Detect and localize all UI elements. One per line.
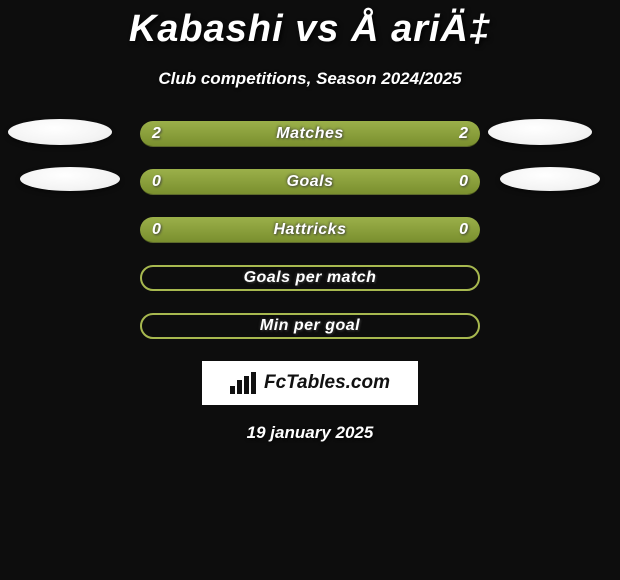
stat-label: Matches xyxy=(276,125,344,143)
stat-bar: Min per goal xyxy=(140,313,480,339)
stat-row: Goals per match xyxy=(0,265,620,291)
stat-bar: 2 Matches 2 xyxy=(140,121,480,147)
stat-label: Min per goal xyxy=(260,317,360,335)
stat-value-right: 0 xyxy=(459,221,468,239)
logo: FcTables.com xyxy=(230,372,390,394)
bars-icon xyxy=(230,372,258,394)
stat-value-left: 2 xyxy=(152,125,161,143)
subtitle: Club competitions, Season 2024/2025 xyxy=(0,69,620,89)
stat-bar: 0 Hattricks 0 xyxy=(140,217,480,243)
stat-value-left: 0 xyxy=(152,173,161,191)
stat-label: Hattricks xyxy=(274,221,347,239)
stat-rows: 2 Matches 2 0 Goals 0 0 Hattricks 0 Goals per mat… xyxy=(0,121,620,339)
player-ellipse xyxy=(20,167,120,191)
logo-box: FcTables.com xyxy=(202,361,418,405)
page-title: Kabashi vs Å ariÄ‡ xyxy=(0,0,620,51)
logo-text: FcTables.com xyxy=(264,372,390,394)
stat-label: Goals per match xyxy=(244,269,377,287)
stat-bar: Goals per match xyxy=(140,265,480,291)
stat-row: Min per goal xyxy=(0,313,620,339)
player-ellipse xyxy=(488,119,592,145)
stat-bar: 0 Goals 0 xyxy=(140,169,480,195)
stat-value-left: 0 xyxy=(152,221,161,239)
player-ellipse xyxy=(500,167,600,191)
player-ellipse xyxy=(8,119,112,145)
stat-value-right: 0 xyxy=(459,173,468,191)
stat-value-right: 2 xyxy=(459,125,468,143)
date-text: 19 january 2025 xyxy=(0,423,620,443)
stat-label: Goals xyxy=(287,173,334,191)
stat-row: 0 Hattricks 0 xyxy=(0,217,620,243)
